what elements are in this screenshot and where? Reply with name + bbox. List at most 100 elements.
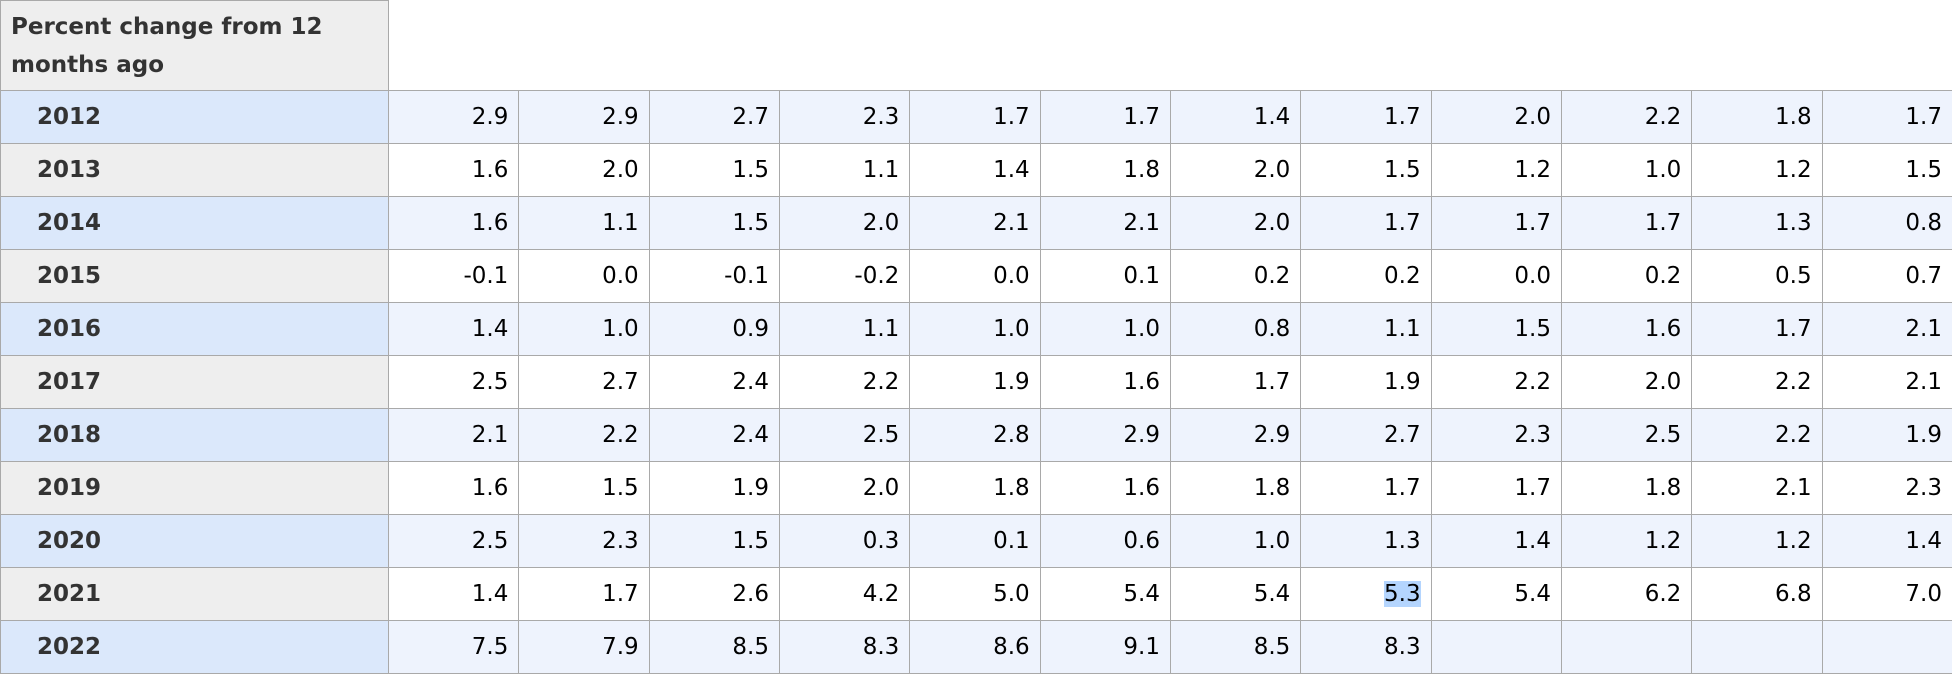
header-title: Percent change from 12 months ago: [0, 0, 389, 91]
value-cell: 2.2: [778, 355, 911, 409]
value-cell: -0.2: [778, 249, 911, 303]
value-cell: 2.7: [1300, 408, 1432, 462]
empty-cell: [1821, 620, 1952, 674]
value-cell: 1.4: [909, 143, 1041, 197]
value-cell: 2.9: [1039, 408, 1171, 462]
value-cell: 6.8: [1691, 567, 1823, 621]
value-cell: 1.4: [387, 567, 520, 621]
value-cell: 1.1: [518, 196, 650, 250]
value-cell: -0.1: [387, 249, 520, 303]
value-cell: 2.5: [778, 408, 911, 462]
value-cell: 2.0: [1430, 90, 1562, 144]
year-cell: 2012: [0, 90, 389, 144]
value-cell: 1.9: [648, 461, 780, 515]
value-cell: 7.9: [518, 620, 650, 674]
year-cell: 2013: [0, 143, 389, 197]
value-cell: 0.5: [1691, 249, 1823, 303]
value-cell: 2.5: [387, 355, 520, 409]
table-row: 2012 2.9 2.9 2.7 2.3 1.7 1.7 1.4 1.7 2.0 2.2 1.8 1.7: [0, 90, 1952, 144]
value-cell: 1.8: [1039, 143, 1171, 197]
value-cell: 1.6: [387, 143, 520, 197]
value-cell: 1.7: [1300, 461, 1432, 515]
value-cell: 0.9: [648, 302, 780, 356]
value-cell: 1.5: [518, 461, 650, 515]
value-cell: 2.7: [518, 355, 650, 409]
table-row: 2019 1.6 1.5 1.9 2.0 1.8 1.6 1.8 1.7 1.7 1.8 2.1 2.3: [0, 461, 1952, 515]
value-cell: 1.9: [1300, 355, 1432, 409]
value-cell: 0.1: [1039, 249, 1171, 303]
value-cell: 1.8: [909, 461, 1041, 515]
value-cell: 1.7: [1300, 90, 1432, 144]
value-cell: 1.5: [1430, 302, 1562, 356]
value-cell: 2.0: [778, 461, 911, 515]
value-cell: 2.1: [1821, 355, 1952, 409]
empty-cell: [1560, 620, 1693, 674]
value-cell: 2.3: [1821, 461, 1952, 515]
value-cell: 1.7: [1430, 196, 1562, 250]
value-cell: 2.0: [1169, 143, 1302, 197]
value-cell: 0.2: [1300, 249, 1432, 303]
value-cell: 2.9: [518, 90, 650, 144]
value-cell: 2.1: [1039, 196, 1171, 250]
value-cell: 2.1: [1691, 461, 1823, 515]
year-cell: 2014: [0, 196, 389, 250]
value-cell: 1.2: [1560, 514, 1693, 568]
value-cell: 2.0: [1169, 196, 1302, 250]
value-cell: 2.5: [1560, 408, 1693, 462]
year-cell: 2016: [0, 302, 389, 356]
value-cell: 0.1: [909, 514, 1041, 568]
value-cell: 1.5: [648, 143, 780, 197]
value-cell: 1.6: [1560, 302, 1693, 356]
value-cell: 1.5: [648, 514, 780, 568]
value-cell: 1.6: [1039, 355, 1171, 409]
value-cell: 2.4: [648, 355, 780, 409]
value-cell: 1.7: [1039, 90, 1171, 144]
value-cell: 1.7: [1430, 461, 1562, 515]
value-cell: 1.0: [518, 302, 650, 356]
value-cell: 0.0: [518, 249, 650, 303]
value-cell: 0.7: [1821, 249, 1952, 303]
table-row: 2021 1.4 1.7 2.6 4.2 5.0 5.4 5.4 5.3 5.4 6.2 6.8 7.0: [0, 567, 1952, 621]
value-cell: 8.3: [778, 620, 911, 674]
value-cell: 1.0: [1560, 143, 1693, 197]
value-cell: 1.7: [1691, 302, 1823, 356]
value-cell: 2.0: [778, 196, 911, 250]
header-row: Percent change from 12 months ago: [0, 0, 1952, 91]
year-cell: 2017: [0, 355, 389, 409]
table-row: 2018 2.1 2.2 2.4 2.5 2.8 2.9 2.9 2.7 2.3 2.5 2.2 1.9: [0, 408, 1952, 462]
value-cell: 5.4: [1169, 567, 1302, 621]
value-cell: 1.4: [1821, 514, 1952, 568]
value-cell: 2.3: [778, 90, 911, 144]
value-cell: 2.0: [1560, 355, 1693, 409]
value-cell: 6.2: [1560, 567, 1693, 621]
value-cell: 1.0: [1169, 514, 1302, 568]
value-cell: 7.5: [387, 620, 520, 674]
value-cell: 7.0: [1821, 567, 1952, 621]
value-cell: 1.6: [1039, 461, 1171, 515]
table-row: 2020 2.5 2.3 1.5 0.3 0.1 0.6 1.0 1.3 1.4 1.2 1.2 1.4: [0, 514, 1952, 568]
empty-cell: [1691, 620, 1823, 674]
year-cell: 2019: [0, 461, 389, 515]
value-cell: 1.2: [1430, 143, 1562, 197]
value-cell: 1.3: [1300, 514, 1432, 568]
value-cell: 5.4: [1039, 567, 1171, 621]
table-row: 2013 1.6 2.0 1.5 1.1 1.4 1.8 2.0 1.5 1.2 1.0 1.2 1.5: [0, 143, 1952, 197]
value-cell: 1.9: [909, 355, 1041, 409]
empty-cell: [1430, 620, 1562, 674]
value-cell: 1.2: [1691, 143, 1823, 197]
value-cell: 1.5: [648, 196, 780, 250]
value-cell: 1.1: [1300, 302, 1432, 356]
value-cell: 2.8: [909, 408, 1041, 462]
value-cell: 0.0: [909, 249, 1041, 303]
value-cell: 5.3: [1300, 567, 1432, 621]
value-cell: 2.7: [648, 90, 780, 144]
value-cell: 2.9: [1169, 408, 1302, 462]
table-row: 2014 1.6 1.1 1.5 2.0 2.1 2.1 2.0 1.7 1.7 1.7 1.3 0.8: [0, 196, 1952, 250]
value-cell: 1.5: [1821, 143, 1952, 197]
header-blank: [388, 0, 1952, 91]
value-cell: 2.3: [518, 514, 650, 568]
selected-text: 5.3: [1384, 581, 1421, 607]
table-row: 2015 -0.1 0.0 -0.1 -0.2 0.0 0.1 0.2 0.2 0.0 0.2 0.5…: [0, 249, 1952, 303]
value-cell: 4.2: [778, 567, 911, 621]
